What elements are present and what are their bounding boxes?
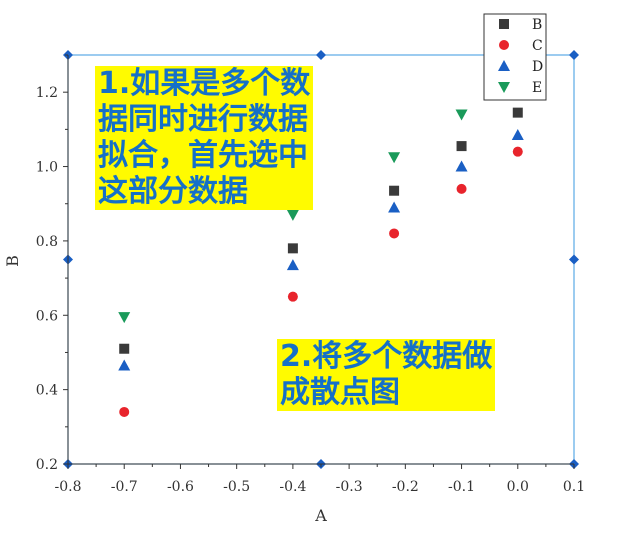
data-point-c: [287, 291, 298, 302]
data-point-b: [389, 185, 400, 196]
data-point-d: [388, 201, 401, 213]
x-tick-label: -0.8: [55, 479, 82, 495]
data-point-e: [388, 152, 401, 164]
legend-box: [483, 13, 547, 101]
data-point-d: [286, 259, 299, 271]
legend-label-e: E: [532, 80, 542, 96]
annotation-make-scatter: 2.将多个数据做 成散点图: [277, 339, 496, 411]
y-tick-label: 1.2: [36, 85, 58, 101]
y-axis-label: B: [3, 255, 22, 267]
axes: -0.8 -0.7 -0.6 -0.5 -0.4 -0.3 -0.2 -0.1 0.0 0.1 0.…: [36, 54, 585, 495]
y-tick-label: 0.8: [36, 234, 58, 250]
x-tick-label: -0.5: [223, 479, 250, 495]
data-point-d: [511, 128, 524, 140]
legend-marker-c: [499, 40, 509, 50]
x-tick-label: -0.6: [167, 479, 194, 495]
selection-handle[interactable]: [316, 50, 326, 60]
legend-marker-d: [498, 60, 510, 71]
legend-marker-b: [499, 19, 509, 29]
data-point-b: [287, 243, 298, 254]
x-tick-label: -0.3: [336, 479, 363, 495]
x-axis-label: A: [314, 506, 327, 525]
x-tick-label: 0.1: [563, 479, 585, 495]
data-point-c: [512, 146, 523, 157]
legend-marker-e: [498, 82, 510, 93]
data-point-e: [455, 109, 468, 121]
x-tick-label: -0.7: [111, 479, 138, 495]
data-point-c: [119, 406, 130, 417]
data-point-d: [455, 160, 468, 172]
data-point-b: [512, 107, 523, 118]
y-tick-label: 0.4: [36, 383, 58, 399]
x-tick-label: 0.0: [507, 479, 529, 495]
y-tick-label: 0.6: [36, 308, 58, 324]
legend-label-b: B: [532, 17, 542, 33]
legend-label-d: D: [532, 59, 543, 75]
data-point-c: [389, 228, 400, 239]
y-tick-label: 1.0: [36, 160, 58, 176]
selection-handle[interactable]: [569, 50, 579, 60]
selection-handle[interactable]: [569, 254, 579, 265]
data-point-e: [118, 312, 131, 324]
data-point-e: [286, 209, 299, 221]
x-tick-label: -0.4: [279, 479, 306, 495]
x-tick-label: -0.1: [448, 479, 475, 495]
y-tick-label: 0.2: [36, 457, 58, 473]
data-point-c: [456, 183, 467, 194]
data-point-b: [119, 343, 130, 354]
data-point-b: [456, 141, 467, 152]
data-point-d: [118, 359, 131, 371]
annotation-select-data: 1.如果是多个数 据同时进行数据 拟合，首先选中 这部分数据: [95, 66, 314, 210]
legend-label-c: C: [532, 38, 543, 54]
x-tick-label: -0.2: [392, 479, 419, 495]
